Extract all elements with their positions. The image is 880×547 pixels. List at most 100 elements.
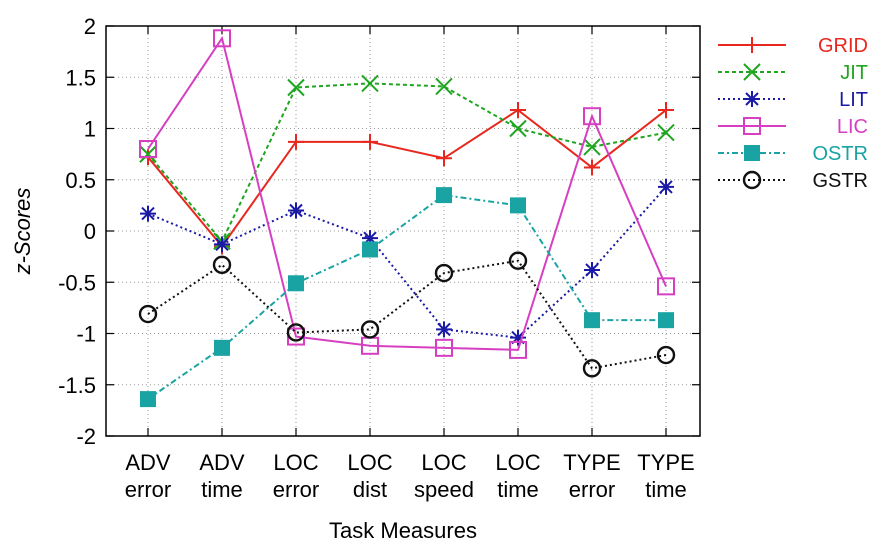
data-point bbox=[510, 329, 526, 346]
data-point bbox=[362, 241, 378, 258]
series-layer bbox=[138, 29, 676, 408]
data-point bbox=[140, 391, 156, 408]
legend-label: OSTR bbox=[812, 143, 868, 165]
data-point bbox=[360, 320, 380, 339]
data-point bbox=[138, 304, 158, 324]
series-lic bbox=[139, 29, 675, 359]
data-point bbox=[584, 312, 600, 329]
x-tick-label: ADV bbox=[125, 450, 171, 475]
data-point bbox=[436, 321, 452, 338]
data-point bbox=[362, 133, 378, 150]
data-point bbox=[288, 275, 304, 292]
legend-label: LIC bbox=[837, 116, 868, 138]
x-tick-label: error bbox=[569, 477, 615, 502]
data-point bbox=[508, 251, 528, 270]
data-point bbox=[434, 263, 454, 283]
data-point bbox=[742, 170, 762, 190]
data-point bbox=[583, 107, 601, 126]
x-tick-label: ADV bbox=[199, 450, 245, 475]
data-point bbox=[140, 205, 156, 222]
series-line bbox=[147, 35, 667, 351]
y-tick-label: -1 bbox=[76, 322, 96, 347]
series-lit bbox=[140, 178, 674, 346]
grid-lines bbox=[106, 25, 700, 437]
x-tick-label: error bbox=[125, 477, 171, 502]
x-tick-label: LOC bbox=[273, 450, 318, 475]
x-tick-label: TYPE bbox=[563, 450, 620, 475]
data-point bbox=[213, 29, 231, 48]
data-point bbox=[658, 178, 674, 195]
data-point bbox=[139, 145, 157, 163]
data-point bbox=[214, 236, 230, 253]
y-tick-label: 1 bbox=[84, 117, 96, 142]
series-line bbox=[147, 194, 666, 400]
data-point bbox=[657, 277, 675, 296]
data-point bbox=[744, 37, 760, 53]
y-axis-title: z-Scores bbox=[10, 188, 35, 276]
legend-item-grid: GRID bbox=[718, 35, 868, 57]
data-point bbox=[362, 230, 378, 247]
x-tick-label: time bbox=[645, 477, 687, 502]
legend-item-jit: JIT bbox=[718, 62, 868, 84]
data-point bbox=[743, 63, 761, 81]
data-point bbox=[656, 345, 676, 365]
x-axis-ticks: ADVerrorADVtimeLOCerrorLOCdistLOCspeedLO… bbox=[125, 26, 695, 502]
legend-label: LIT bbox=[839, 89, 868, 111]
legend-item-gstr: GSTR bbox=[718, 170, 868, 192]
data-point bbox=[743, 117, 761, 135]
series-line bbox=[147, 186, 667, 339]
y-tick-label: -0.5 bbox=[58, 270, 96, 295]
legend-label: GRID bbox=[818, 35, 868, 57]
data-point bbox=[361, 74, 379, 93]
data-point bbox=[436, 187, 452, 204]
y-tick-label: 0.5 bbox=[65, 168, 96, 193]
x-tick-label: time bbox=[497, 477, 539, 502]
y-tick-label: -1.5 bbox=[58, 373, 96, 398]
y-tick-label: 0 bbox=[84, 219, 96, 244]
series-jit bbox=[139, 74, 675, 250]
x-tick-label: TYPE bbox=[637, 450, 694, 475]
data-point bbox=[744, 145, 760, 161]
x-axis-title: Task Measures bbox=[329, 518, 477, 543]
data-point bbox=[435, 338, 453, 357]
legend-item-ostr: OSTR bbox=[718, 143, 868, 165]
data-point bbox=[287, 78, 305, 97]
x-tick-label: error bbox=[273, 477, 319, 502]
y-tick-label: 1.5 bbox=[65, 65, 96, 90]
legend-label: GSTR bbox=[812, 170, 868, 192]
data-point bbox=[139, 140, 157, 158]
data-point bbox=[288, 133, 304, 150]
data-point bbox=[583, 138, 601, 156]
data-point bbox=[435, 77, 453, 96]
series-gstr bbox=[138, 251, 676, 378]
x-tick-label: LOC bbox=[347, 450, 392, 475]
series-ostr bbox=[140, 187, 674, 408]
data-point bbox=[436, 150, 452, 167]
data-point bbox=[744, 91, 760, 107]
data-point bbox=[286, 323, 306, 342]
data-point bbox=[510, 102, 526, 119]
x-tick-label: speed bbox=[414, 477, 474, 502]
data-point bbox=[658, 102, 674, 119]
legend-item-lit: LIT bbox=[718, 89, 868, 111]
data-point bbox=[582, 359, 602, 378]
data-point bbox=[288, 202, 304, 219]
data-point bbox=[214, 339, 230, 356]
data-point bbox=[509, 119, 527, 138]
x-tick-label: LOC bbox=[495, 450, 540, 475]
data-point bbox=[584, 159, 600, 176]
x-tick-label: time bbox=[201, 477, 243, 502]
y-tick-label: 2 bbox=[84, 14, 96, 39]
legend: GRID JIT LIT LIC OSTR GSTR bbox=[718, 35, 868, 192]
data-point bbox=[510, 197, 526, 214]
series-line bbox=[147, 82, 667, 244]
data-point bbox=[584, 261, 600, 278]
legend-label: JIT bbox=[840, 62, 868, 84]
y-axis-ticks: -2 -1.5 -1 -0.5 0 0.5 1 1.5 2 bbox=[58, 14, 700, 449]
legend-item-lic: LIC bbox=[718, 116, 868, 138]
x-tick-label: dist bbox=[353, 477, 387, 502]
x-tick-label: LOC bbox=[421, 450, 466, 475]
series-line bbox=[147, 259, 667, 370]
data-point bbox=[212, 255, 232, 275]
